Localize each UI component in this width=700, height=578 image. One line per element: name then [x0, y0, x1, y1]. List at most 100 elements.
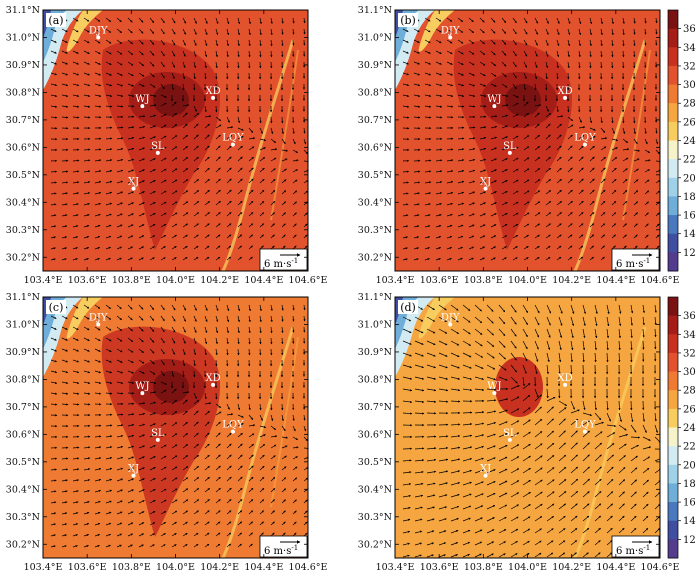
wind-vector — [292, 179, 298, 184]
wind-vector — [204, 28, 208, 36]
y-tick-label: 30.7°N — [358, 402, 392, 413]
wind-vector — [61, 214, 68, 217]
wind-vector — [270, 116, 273, 124]
wind-vector — [116, 224, 123, 228]
wind-vector — [127, 169, 135, 173]
wind-vector — [402, 28, 409, 32]
wind-vector — [94, 39, 101, 44]
wind-vector — [127, 257, 133, 261]
wind-vector — [50, 247, 56, 250]
y-tick-label: 30.2°N — [6, 252, 40, 263]
wind-vector — [72, 39, 79, 44]
wind-vector — [501, 72, 507, 78]
wind-vector — [94, 61, 101, 65]
wind-vector — [237, 245, 242, 250]
temperature-field: DJY WJ XD SL LQY XJ — [43, 10, 308, 271]
x-tick-label: 104.2°E — [552, 562, 591, 573]
wind-vector — [490, 17, 496, 23]
wind-vector — [83, 83, 91, 87]
wind-vector — [83, 224, 90, 228]
wind-vector — [127, 147, 135, 151]
wind-vector — [413, 50, 420, 54]
wind-vector — [160, 234, 167, 239]
station-label: WJ — [487, 381, 501, 392]
wind-vector — [281, 17, 284, 24]
colorbar-label: 30 — [683, 80, 696, 91]
colorbar-label: 34 — [683, 330, 696, 341]
wind-vector — [182, 234, 188, 239]
wind-vector — [72, 225, 79, 228]
colorbar-label: 26 — [683, 404, 696, 415]
wind-vector — [226, 61, 229, 69]
wind-vector — [512, 50, 517, 57]
reference-vector: 6 m·s-1 — [259, 535, 308, 558]
wind-vector — [248, 234, 253, 239]
wind-vector — [226, 145, 232, 151]
wind-vector — [259, 127, 263, 134]
wind-vector — [105, 105, 113, 108]
wind-vector — [292, 149, 299, 154]
wind-vector — [193, 39, 197, 46]
wind-vector — [270, 138, 276, 143]
wind-vector — [83, 116, 91, 119]
wind-vector — [292, 138, 296, 145]
wind-vector — [490, 28, 496, 34]
wind-vector — [270, 245, 275, 250]
colorbar-label: 18 — [683, 479, 696, 490]
wind-vector — [171, 50, 176, 57]
y-tick-label: 30.3°N — [6, 225, 40, 236]
wind-vector — [237, 39, 240, 47]
wind-vector — [226, 200, 232, 206]
wind-vector — [248, 167, 254, 173]
wind-vector — [303, 234, 308, 239]
wind-vector — [281, 158, 288, 162]
wind-vector — [435, 61, 442, 65]
x-tick-label: 104.2°E — [552, 275, 591, 286]
wind-vector — [281, 190, 287, 195]
y-tick-label: 31.0°N — [6, 319, 40, 330]
wind-vector — [50, 457, 58, 460]
wind-vector — [215, 61, 218, 69]
wind-vector — [193, 50, 197, 58]
y-tick-label: 30.8°N — [6, 374, 40, 385]
colorbar-label: 28 — [683, 99, 696, 110]
wind-vector — [479, 17, 485, 23]
reference-vector-exponent: -1 — [643, 257, 650, 265]
wind-vector — [292, 159, 299, 162]
wind-vector — [259, 245, 264, 250]
wind-vector — [127, 28, 133, 34]
wind-vector — [83, 94, 91, 97]
wind-vector — [171, 146, 178, 151]
wind-vector — [193, 17, 197, 24]
colorbar-label: 36 — [683, 311, 696, 322]
wind-vector — [61, 28, 68, 33]
wind-vector — [193, 223, 199, 228]
wind-vector — [512, 72, 517, 79]
wind-vector — [611, 39, 614, 47]
wind-vector — [182, 201, 189, 206]
urban-heat-core — [495, 357, 543, 417]
wind-vector — [567, 28, 571, 36]
station-label: XD — [557, 86, 572, 97]
wind-vector — [105, 39, 112, 44]
wind-vector — [83, 72, 90, 76]
wind-vector — [303, 28, 306, 35]
wind-vector — [424, 39, 431, 44]
wind-vector — [127, 224, 134, 228]
colorbar-swatch — [668, 177, 678, 197]
wind-vector — [226, 234, 232, 239]
wind-vector — [204, 123, 210, 129]
wind-vector — [171, 212, 178, 217]
panel-label: (d) — [400, 301, 416, 314]
wind-vector — [171, 17, 176, 24]
wind-vector — [204, 178, 210, 184]
y-tick-label: 30.5°N — [358, 170, 392, 181]
wind-vector — [182, 190, 189, 195]
reference-vector-box — [259, 248, 308, 271]
x-tick-label: 104.4°E — [244, 275, 283, 286]
wind-vector — [226, 17, 230, 25]
wind-vector — [182, 61, 186, 69]
wind-vector — [160, 201, 167, 206]
wind-vector — [193, 179, 199, 184]
station-label: DJY — [89, 312, 108, 323]
